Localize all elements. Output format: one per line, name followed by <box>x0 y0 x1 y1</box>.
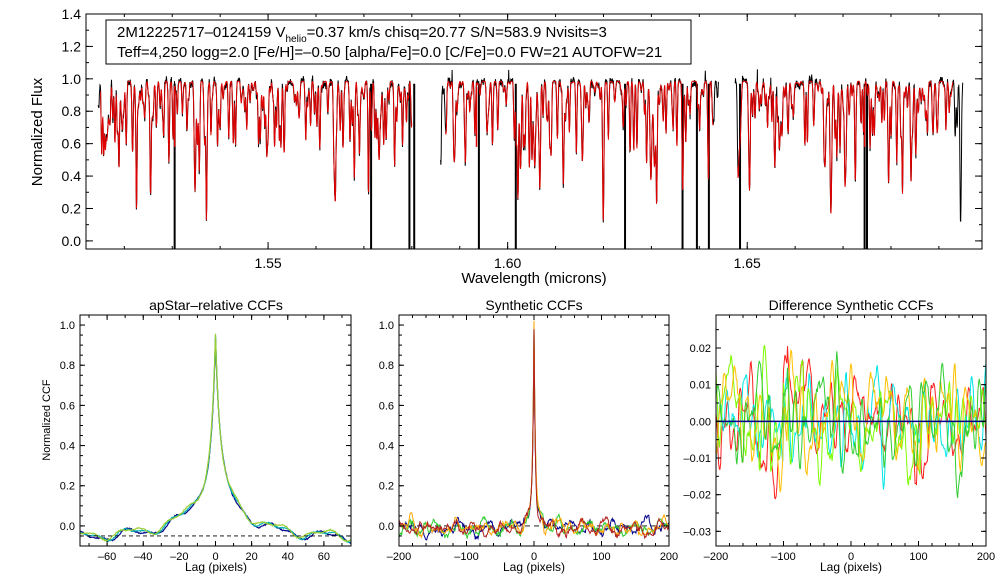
info-box <box>105 19 692 65</box>
spectrum-y-tick-label: 0.0 <box>62 233 82 249</box>
difference-ccf-y-tick-label: 0.00 <box>690 416 711 428</box>
apstar-ccf-panel: –60 –40 –20 0 20 40 60 0.0 0.2 0.4 0.6 0.8 1.0 apSta… <box>41 297 352 574</box>
spectrum-plot-area <box>97 69 964 249</box>
apstar-ccf-line <box>80 333 351 543</box>
apstar-ccf-y-tick-label: 0.8 <box>60 360 75 372</box>
synthetic-ccf-y-tick-label: 1.0 <box>379 320 394 332</box>
synthetic-ccf-y-tick-label: 0.8 <box>379 360 394 372</box>
spectrum-ticks: 1.55 1.60 1.65 0.0 0.2 0.4 0.6 0.8 1.0 1.2 1.4 <box>62 6 982 271</box>
synthetic-ccf-y-tick-label: 0.0 <box>379 521 394 533</box>
spectrum-y-tick-label: 0.4 <box>62 168 82 184</box>
difference-ccf-line <box>716 351 986 499</box>
apstar-ccf-plot-area <box>80 333 351 544</box>
apstar-ccf-y-tick-label: 0.0 <box>60 521 75 533</box>
difference-ccf-x-tick-label: –100 <box>771 551 795 563</box>
spectrum-y-tick-label: 0.2 <box>62 200 82 216</box>
synthetic-ccf-ticks: –200 –100 0 100 200 0.0 0.2 0.4 0.6 0.8 1.0 <box>379 315 678 563</box>
apstar-ccf-x-tick-label: 60 <box>318 551 330 563</box>
difference-ccf-panel: –200 –100 0 100 200 –0.03 –0.02 –0.01 0.00 0.01 0.… <box>683 297 995 574</box>
apstar-ccf-y-tick-label: 0.2 <box>60 481 75 493</box>
spectrum-y-tick-label: 1.4 <box>62 6 82 22</box>
difference-ccf-y-tick-label: –0.01 <box>683 453 711 465</box>
difference-ccf-y-tick-label: 0.01 <box>690 380 711 392</box>
synthetic-ccf-y-tick-label: 0.4 <box>379 441 394 453</box>
spectrum-y-tick-label: 1.2 <box>62 38 82 54</box>
spectrum-x-tick-label: 1.55 <box>254 255 281 271</box>
difference-ccf-x-tick-label: 100 <box>909 551 927 563</box>
spectrum-y-tick-label: 0.8 <box>62 103 82 119</box>
difference-ccf-line <box>716 345 986 487</box>
spectrum-synthetic-line <box>100 80 954 221</box>
synthetic-ccf-panel: –200 –100 0 100 200 0.0 0.2 0.4 0.6 0.8 1.0 Synthe… <box>379 297 678 574</box>
synthetic-ccf-x-tick-label: –100 <box>454 551 478 563</box>
info-vhelio-values: =0.37 km/s chisq=20.77 S/N=583.9 Nvisits… <box>307 24 607 41</box>
spectrum-y-tick-label: 0.6 <box>62 136 82 152</box>
synthetic-ccf-title: Synthetic CCFs <box>485 297 582 313</box>
apstar-ccf-y-tick-label: 1.0 <box>60 320 75 332</box>
difference-ccf-y-tick-label: –0.03 <box>683 526 711 538</box>
spectrum-y-tick-label: 1.0 <box>62 71 82 87</box>
synthetic-ccf-plot-area <box>399 320 669 541</box>
info-star-id: 2M12225717–0124159 V <box>117 24 286 41</box>
difference-ccf-y-tick-label: 0.02 <box>690 343 711 355</box>
apstar-ccf-x-tick-label: –60 <box>98 551 116 563</box>
difference-ccf-x-tick-label: 200 <box>977 551 995 563</box>
spectrum-axes-frame <box>85 13 983 250</box>
synthetic-ccf-y-tick-label: 0.2 <box>379 481 394 493</box>
difference-ccf-line <box>716 346 986 500</box>
synthetic-ccf-x-tick-label: 0 <box>531 551 537 563</box>
synthetic-ccf-x-label: Lag (pixels) <box>503 560 565 574</box>
difference-ccf-line <box>716 349 986 493</box>
difference-ccf-x-tick-label: –200 <box>704 551 728 563</box>
difference-ccf-x-tick-label: 0 <box>848 551 854 563</box>
spectrum-x-label: Wavelength (microns) <box>461 270 606 287</box>
synthetic-ccf-y-tick-label: 0.6 <box>379 400 394 412</box>
info-vhelio-subscript: helio <box>286 34 308 45</box>
difference-ccf-y-tick-label: –0.02 <box>683 490 711 502</box>
info-line-1: 2M12225717–0124159 Vhelio=0.37 km/s chis… <box>117 24 607 45</box>
apstar-ccf-y-tick-label: 0.4 <box>60 441 75 453</box>
synthetic-ccf-x-tick-label: 200 <box>660 551 678 563</box>
difference-ccf-x-label: Lag (pixels) <box>820 560 882 574</box>
synthetic-ccf-x-tick-label: –200 <box>387 551 411 563</box>
apstar-ccf-x-tick-label: 40 <box>282 551 294 563</box>
synthetic-ccf-line <box>399 329 669 540</box>
apstar-ccf-x-tick-label: –40 <box>134 551 152 563</box>
apstar-ccf-title: apStar–relative CCFs <box>149 297 283 313</box>
apstar-ccf-x-tick-label: 0 <box>212 551 218 563</box>
apstar-ccf-y-label: Normalized CCF <box>41 379 53 461</box>
apstar-ccf-x-tick-label: 20 <box>246 551 258 563</box>
spectrum-y-label: Normalized Flux <box>29 77 46 186</box>
apstar-ccf-x-label: Lag (pixels) <box>185 560 247 574</box>
apstar-ccf-line <box>80 337 351 544</box>
spectrum-x-tick-label: 1.65 <box>734 255 761 271</box>
spectrum-x-tick-label: 1.60 <box>494 255 521 271</box>
apstar-ccf-line <box>80 335 351 543</box>
difference-ccf-ticks: –200 –100 0 100 200 –0.03 –0.02 –0.01 0.00 0.01 0.… <box>683 315 995 563</box>
apstar-ccf-ticks: –60 –40 –20 0 20 40 60 0.0 0.2 0.4 0.6 0.8 1.0 <box>60 315 351 563</box>
difference-ccf-plot-area <box>716 345 986 500</box>
apstar-ccf-x-tick-label: –20 <box>170 551 188 563</box>
difference-ccf-title: Difference Synthetic CCFs <box>769 297 934 313</box>
synthetic-ccf-x-tick-label: 100 <box>592 551 610 563</box>
spectrum-panel: 1.55 1.60 1.65 0.0 0.2 0.4 0.6 0.8 1.0 1.2 1.4 Wav… <box>29 6 983 287</box>
info-line-2: Teff=4,250 logg=2.0 [Fe/H]=–0.50 [alpha/… <box>117 44 662 61</box>
apstar-ccf-y-tick-label: 0.6 <box>60 400 75 412</box>
